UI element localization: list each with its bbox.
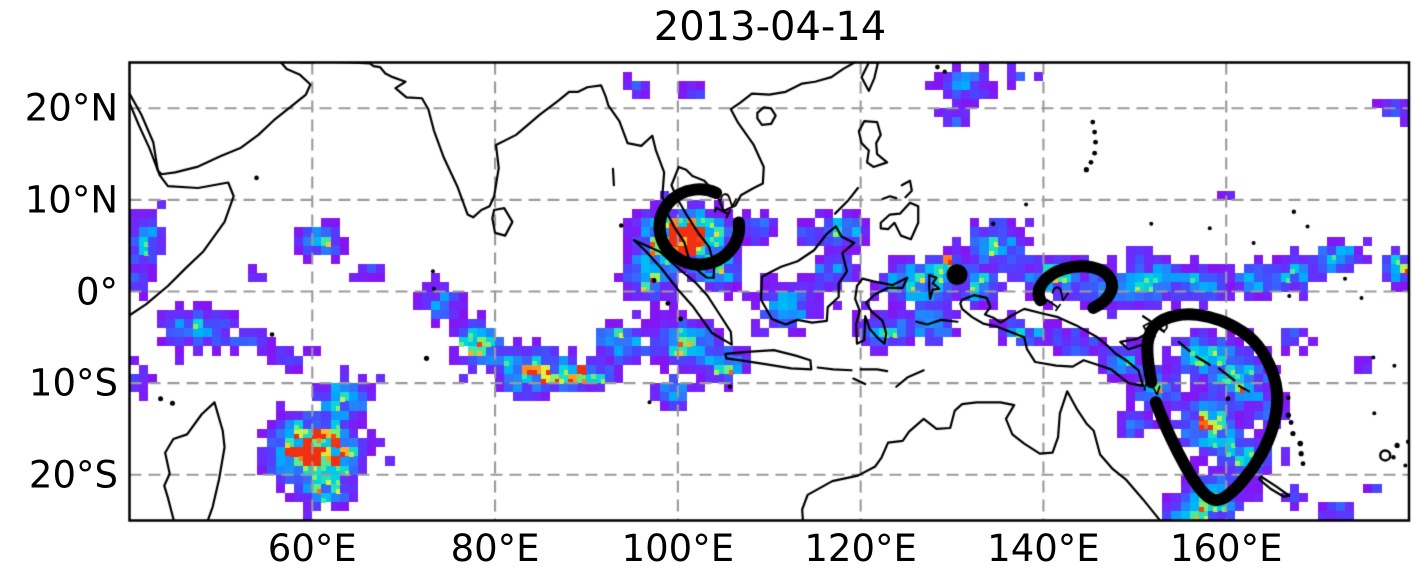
y-tick-label: 20°S <box>28 453 118 497</box>
x-tick-label: 80°E <box>450 527 540 570</box>
x-tick-label: 140°E <box>987 527 1100 570</box>
x-tick-label: 60°E <box>267 527 357 570</box>
y-tick-label: 0° <box>75 270 118 313</box>
x-tick-label: 160°E <box>1169 527 1283 570</box>
y-tick-label: 10°S <box>28 361 118 405</box>
y-tick-label: 10°N <box>24 178 118 222</box>
plot-title: 2013-04-14 <box>653 4 887 50</box>
x-tick-label: 100°E <box>621 527 735 570</box>
y-tick-label: 20°N <box>24 86 118 130</box>
x-tick-label: 120°E <box>804 527 917 570</box>
